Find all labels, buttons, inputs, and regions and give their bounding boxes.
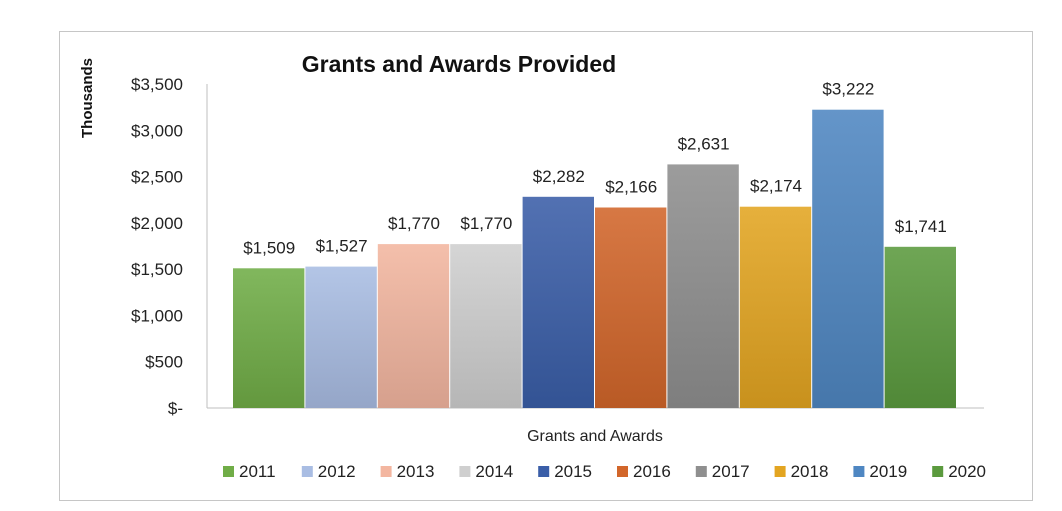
legend-label-2015: 2015 bbox=[554, 462, 592, 481]
legend-label-2019: 2019 bbox=[869, 462, 907, 481]
bar-2012 bbox=[305, 266, 377, 408]
bar-2017 bbox=[667, 164, 739, 408]
bar-2018 bbox=[739, 206, 812, 408]
bar-2020 bbox=[884, 246, 956, 408]
legend-swatch-2013 bbox=[380, 466, 392, 477]
y-axis-label: Thousands bbox=[79, 58, 96, 138]
y-tick-label: $2,500 bbox=[131, 168, 183, 187]
y-tick-label: $3,000 bbox=[131, 121, 183, 140]
data-label-2014: $1,770 bbox=[460, 214, 512, 233]
legend-label-2017: 2017 bbox=[712, 462, 750, 481]
y-tick-label: $3,500 bbox=[131, 75, 183, 94]
y-tick-label: $1,000 bbox=[131, 306, 183, 325]
y-tick-label: $1,500 bbox=[131, 260, 183, 279]
bar-2015 bbox=[522, 196, 594, 408]
data-label-2015: $2,282 bbox=[533, 167, 585, 186]
legend-swatch-2016 bbox=[617, 466, 628, 477]
legend-swatch-2020 bbox=[932, 466, 944, 477]
legend-swatch-2019 bbox=[853, 466, 865, 477]
legend-label-2013: 2013 bbox=[397, 462, 435, 481]
data-label-2012: $1,527 bbox=[316, 237, 368, 256]
legend-swatch-2018 bbox=[774, 466, 786, 477]
legend-label-2020: 2020 bbox=[948, 462, 986, 481]
legend-label-2012: 2012 bbox=[318, 462, 356, 481]
y-tick-label: $2,000 bbox=[131, 214, 183, 233]
legend: 2011 2012 2013 2014 2015 2016 2017 2018 2019 2020 bbox=[223, 462, 986, 481]
data-label-2016: $2,166 bbox=[605, 178, 657, 197]
bar-2013 bbox=[377, 244, 450, 408]
x-axis-label: Grants and Awards bbox=[527, 428, 663, 445]
legend-swatch-2015 bbox=[538, 466, 550, 477]
bar-2011 bbox=[233, 268, 305, 408]
data-label-2018: $2,174 bbox=[750, 177, 802, 196]
bars-group bbox=[233, 109, 956, 408]
bar-2014 bbox=[450, 244, 522, 408]
data-label-2013: $1,770 bbox=[388, 214, 440, 233]
legend-label-2018: 2018 bbox=[791, 462, 829, 481]
bar-2016 bbox=[595, 207, 667, 408]
legend-swatch-2011 bbox=[223, 466, 234, 477]
legend-label-2016: 2016 bbox=[633, 462, 671, 481]
y-tick-label: $- bbox=[168, 399, 183, 418]
data-labels-group: $1,509 $1,527 $1,770 $1,770 $2,282 $2,166 $2,6… bbox=[243, 80, 947, 258]
legend-swatch-2014 bbox=[459, 466, 471, 477]
legend-label-2011: 2011 bbox=[239, 462, 276, 481]
legend-swatch-2012 bbox=[301, 466, 313, 477]
y-tick-label: $500 bbox=[145, 353, 183, 372]
legend-label-2014: 2014 bbox=[475, 462, 513, 481]
legend-swatch-2017 bbox=[695, 466, 707, 477]
data-label-2017: $2,631 bbox=[678, 134, 730, 153]
data-label-2011: $1,509 bbox=[243, 238, 295, 257]
chart-title: Grants and Awards Provided bbox=[302, 51, 616, 77]
data-label-2020: $1,741 bbox=[895, 217, 947, 236]
data-label-2019: $3,222 bbox=[822, 80, 874, 99]
bar-2019 bbox=[812, 109, 884, 408]
